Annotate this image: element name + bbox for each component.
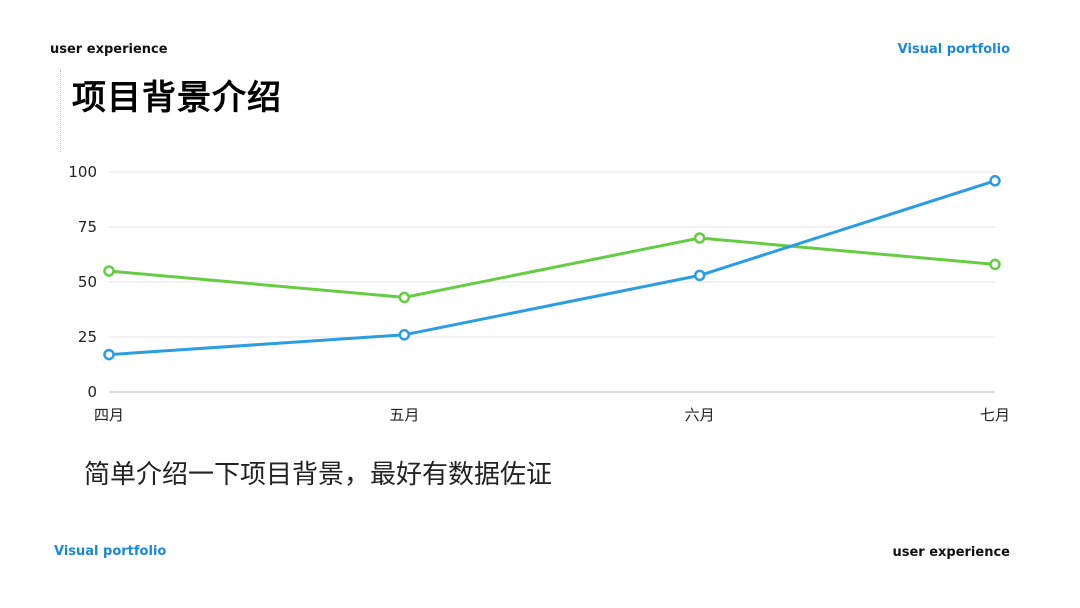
- x-tick-label: 四月: [94, 406, 124, 424]
- y-tick-label: 25: [78, 328, 97, 346]
- data-point: [989, 175, 1001, 187]
- y-tick-label: 75: [78, 218, 97, 236]
- series-line-1: [107, 236, 997, 299]
- data-point: [103, 265, 115, 277]
- footer-right-text: user experience: [892, 545, 1010, 560]
- y-tick-label: 50: [78, 273, 97, 291]
- data-point: [693, 232, 706, 244]
- footer-left-text: Visual portfolio: [54, 544, 167, 559]
- header-left-text: user experience: [50, 42, 168, 57]
- data-point: [398, 291, 411, 304]
- y-axis-ticks: 100 75 50 25 0: [68, 163, 97, 401]
- x-tick-label: 五月: [389, 406, 419, 424]
- data-point: [398, 329, 411, 341]
- point-layer: [103, 175, 1001, 361]
- data-point: [103, 348, 115, 361]
- data-point: [693, 269, 706, 282]
- description-text: 简单介绍一下项目背景，最好有数据佐证: [84, 460, 553, 490]
- x-tick-label: 七月: [980, 406, 1010, 424]
- x-tick-label: 六月: [685, 406, 715, 424]
- x-axis-ticks: 四月 五月 六月 七月: [94, 406, 1010, 424]
- y-tick-label: 100: [68, 163, 97, 181]
- page-title: 项目背景介绍: [72, 78, 282, 118]
- series-line-2: [107, 179, 997, 357]
- series-layer: [107, 179, 997, 357]
- title-accent-line: [60, 70, 61, 152]
- y-tick-label: 0: [87, 383, 97, 401]
- data-point: [989, 258, 1001, 271]
- header-right-text: Visual portfolio: [897, 42, 1010, 57]
